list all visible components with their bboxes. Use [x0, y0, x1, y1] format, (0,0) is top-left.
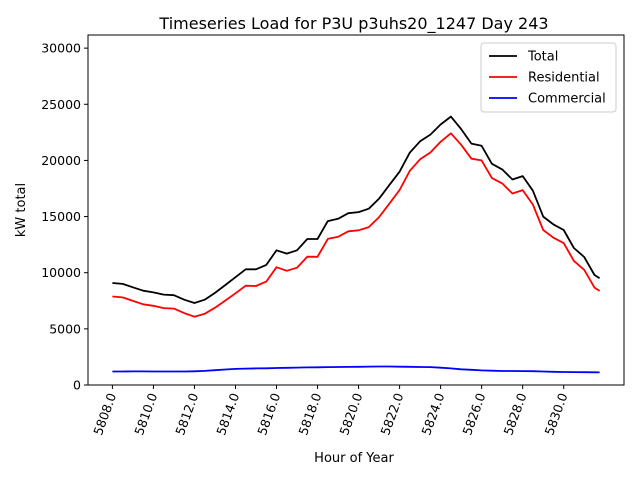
- series-line-total: [112, 115, 601, 304]
- x-tick-label: 5828.0: [500, 391, 529, 437]
- x-tick-label: 5830.0: [541, 391, 570, 437]
- plot-area: 5808.0 5810.0 5812.0 5814.0 5816.0 5818.0 5820…: [41, 34, 625, 437]
- x-tick-label: 5824.0: [418, 391, 447, 437]
- legend-box: [480, 42, 617, 113]
- x-tick-label: 5814.0: [213, 391, 242, 437]
- legend-label-total: Total: [527, 50, 558, 65]
- x-tick-label: 5812.0: [172, 391, 201, 437]
- y-tick-label: 20000: [41, 153, 81, 168]
- y-tick-label: 25000: [41, 97, 81, 112]
- x-tick-label: 5826.0: [459, 391, 488, 437]
- x-tick-label: 5810.0: [131, 391, 160, 437]
- series-line-residential: [112, 132, 601, 318]
- y-axis-label: kW total: [14, 183, 29, 237]
- y-tick-label: 30000: [41, 41, 81, 56]
- x-axis-label: Hour of Year: [314, 451, 394, 466]
- legend-label-residential: Residential: [528, 71, 600, 86]
- axes-frame: [87, 34, 625, 386]
- chart-title: Timeseries Load for P3U p3uhs20_1247 Day…: [158, 14, 548, 34]
- legend-label-commercial: Commercial: [528, 92, 606, 107]
- x-tick-label: 5820.0: [336, 391, 365, 437]
- series-line-commercial: [112, 365, 600, 374]
- y-tick-label: 5000: [49, 321, 81, 336]
- x-tick-label: 5818.0: [295, 391, 324, 437]
- y-tick-label: 10000: [41, 265, 81, 280]
- y-tick-label: 15000: [41, 209, 81, 224]
- x-tick-label: 5816.0: [254, 391, 283, 437]
- x-tick-label: 5822.0: [377, 391, 406, 437]
- x-tick-label: 5808.0: [90, 391, 119, 437]
- y-tick-label: 0: [73, 378, 81, 393]
- legend: Total Residential Commercial: [480, 42, 617, 113]
